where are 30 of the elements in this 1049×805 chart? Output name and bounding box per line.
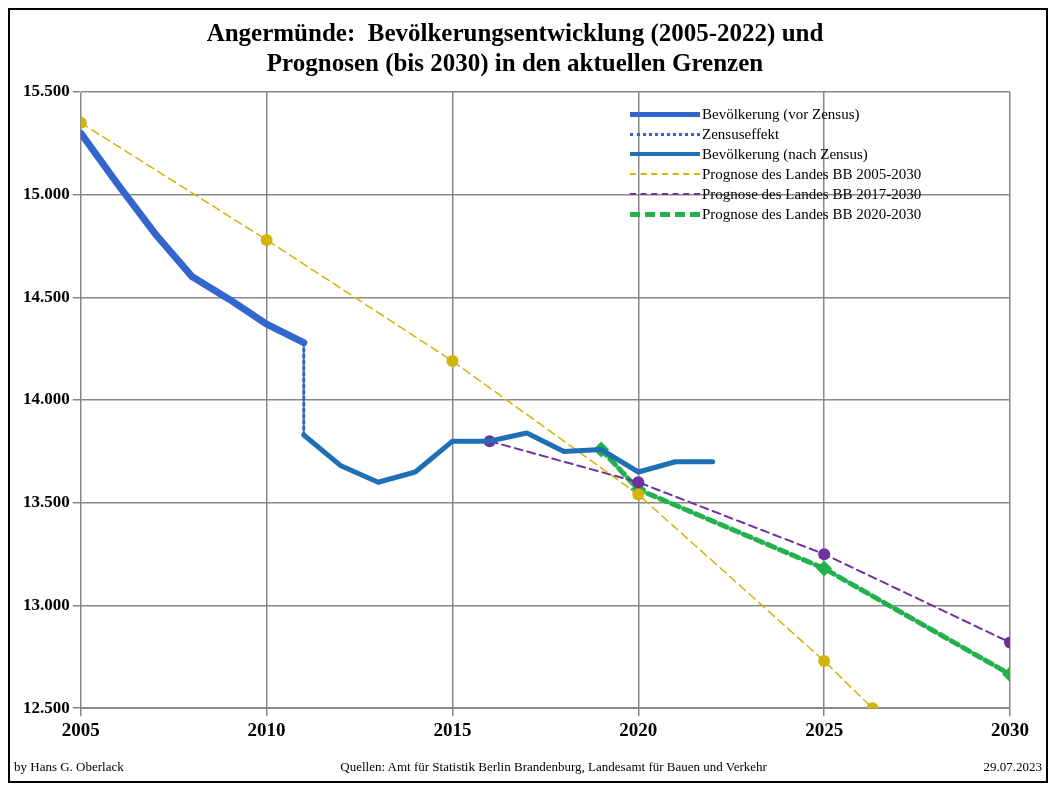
source-note: Quellen: Amt für Statistik Berlin Brandenburg, Landesamt für Bauen und Verkehr [340, 759, 767, 775]
x-tick-label: 2020 [619, 718, 658, 740]
y-tick-label: 15.000 [23, 184, 70, 204]
point [818, 654, 831, 667]
point [446, 355, 459, 368]
y-tick-label: 15.500 [23, 81, 70, 101]
legend-label: Bevölkerung (nach Zensus) [702, 145, 868, 164]
x-tick-label: 2025 [805, 718, 844, 740]
x-tick-label: 2010 [247, 718, 286, 740]
legend-label: Prognose des Landes BB 2005-2030 [702, 165, 922, 184]
x-tick-label: 2015 [433, 718, 472, 740]
point [632, 488, 645, 501]
legend-label: Prognose des Landes BB 2017-2030 [702, 185, 922, 204]
text: by Hans G. Oberlack [14, 759, 124, 775]
point [260, 233, 273, 246]
y-tick-label: 13.000 [23, 594, 70, 614]
y-tick-label: 12.500 [23, 697, 70, 717]
y-tick-label: 14.500 [23, 286, 70, 306]
y-tick-label: 14.000 [23, 389, 70, 409]
y-tick-label: 13.500 [23, 492, 70, 512]
point [632, 476, 645, 489]
legend-label: Prognose des Landes BB 2020-2030 [702, 205, 922, 224]
legend-label: Bevölkerung (vor Zensus) [702, 105, 860, 124]
point [816, 560, 833, 577]
legend-label: Zensuseffekt [702, 125, 780, 144]
chart-title: Angermünde: Bevölkerungsentwicklung (2005-2022) und Prognosen (bis 2030) in den aktuellen Grenzen [206, 19, 824, 78]
text: 29.07.2023 [983, 759, 1042, 775]
point [818, 548, 831, 561]
x-tick-label: 2030 [991, 718, 1029, 740]
x-tick-label: 2005 [61, 718, 100, 740]
